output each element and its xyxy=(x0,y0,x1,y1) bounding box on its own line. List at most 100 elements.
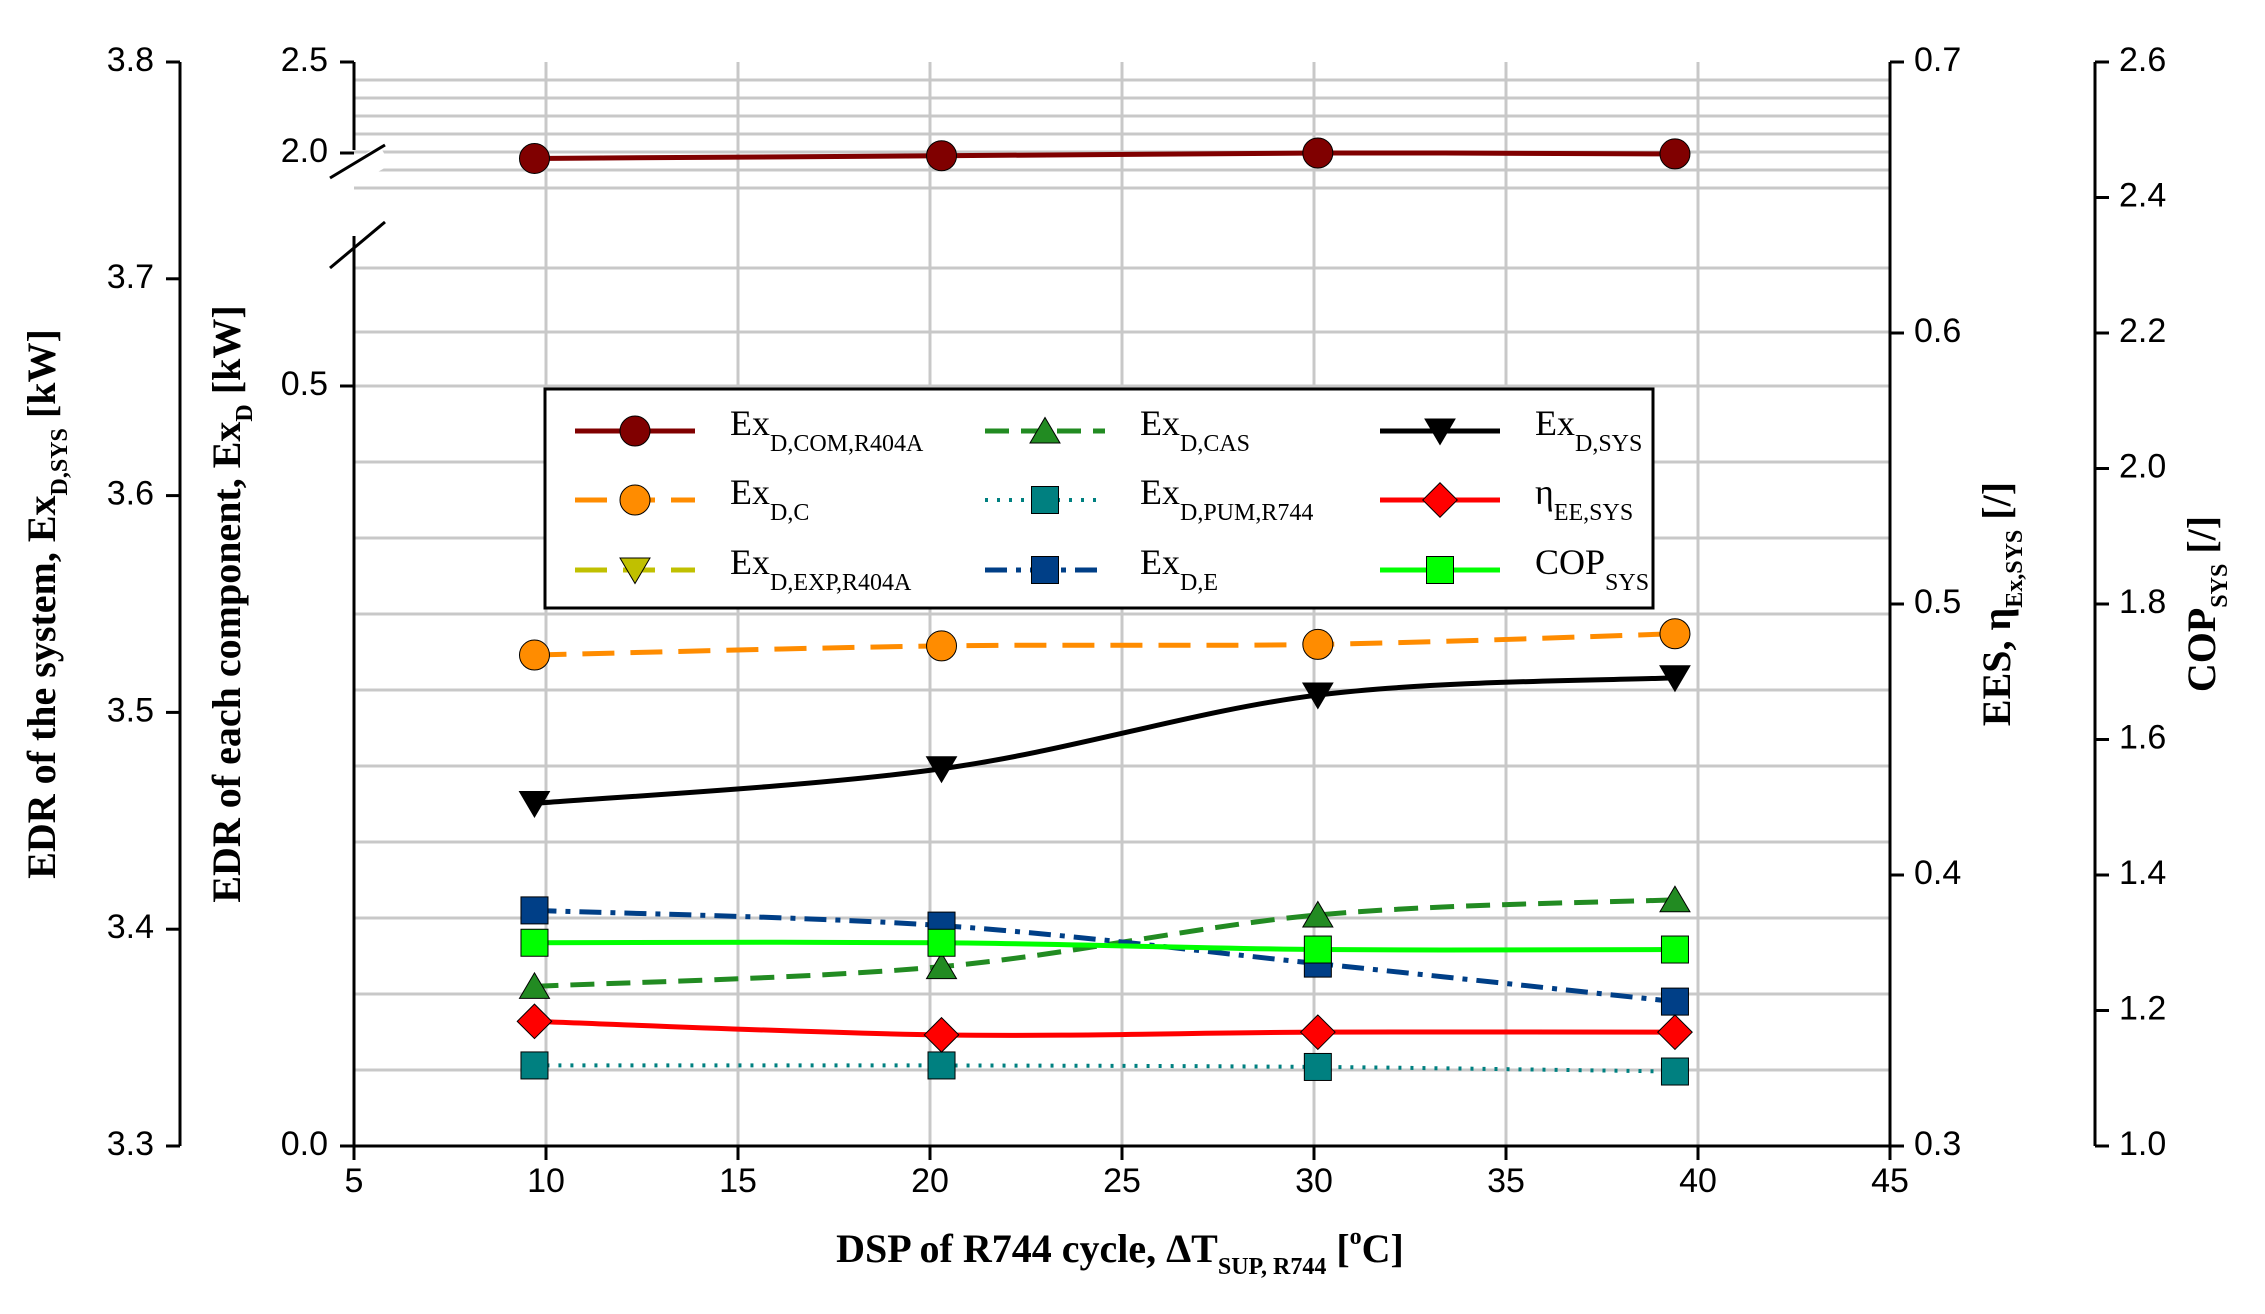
grid xyxy=(354,62,1890,1146)
tick-label: 0.6 xyxy=(1914,312,1961,350)
data-point xyxy=(518,971,551,999)
tick-label: 3.8 xyxy=(107,41,154,79)
data-point xyxy=(518,639,550,671)
tick-label: 3.5 xyxy=(107,691,154,729)
legend-label: ExD,CAS xyxy=(1140,403,1250,457)
legend-label: ExD,SYS xyxy=(1535,403,1642,457)
tick-label: 2.0 xyxy=(281,132,328,170)
legend-marker xyxy=(619,484,651,516)
data-point xyxy=(1302,628,1334,660)
x-tick-label: 25 xyxy=(1103,1162,1141,1200)
series-d-sys xyxy=(518,665,1691,818)
x-tick-label: 30 xyxy=(1295,1162,1333,1200)
data-point xyxy=(1657,1014,1693,1051)
data-point xyxy=(1303,1052,1332,1081)
series-d-com-r404a xyxy=(518,137,1691,174)
x-tick-label: 20 xyxy=(911,1162,949,1200)
tick-label: 3.4 xyxy=(107,908,154,946)
tick-label: 1.0 xyxy=(2119,1125,2166,1163)
tick-label: 3.6 xyxy=(107,475,154,513)
axes: 5 10 15 20 25 30 35 40 45 3.3 3.4 3.5 3.6 3.7 3.8 0.0 0.… xyxy=(107,41,2167,1200)
legend-marker xyxy=(1422,482,1458,518)
series-d-c xyxy=(518,618,1691,671)
x-axis-title: DSP of R744 cycle, ΔTSUP, R744 [oC] xyxy=(836,1224,1404,1280)
tick-label: 2.4 xyxy=(2119,176,2166,214)
data-point xyxy=(1303,935,1332,964)
legend-label: ExD,E xyxy=(1140,542,1218,596)
tick-label: 1.4 xyxy=(2119,854,2166,892)
data-point xyxy=(927,928,956,957)
legend-item: ExD,SYS xyxy=(1380,403,1642,457)
legend-item: ExD,PUM,R744 xyxy=(985,472,1313,526)
tick-label: 0.7 xyxy=(1914,41,1961,79)
x-tick-label: 15 xyxy=(719,1162,757,1200)
legend-item: ηEE,SYS xyxy=(1380,472,1633,526)
x-tick-label: 40 xyxy=(1679,1162,1717,1200)
y-axis-title-left-outer: EDR of the system, ExD,SYS [kW] xyxy=(19,329,73,879)
data-point xyxy=(518,142,550,174)
axis-titles: EDR of the system, ExD,SYS [kW] EDR of ea… xyxy=(19,305,2233,1280)
tick-label: 0.3 xyxy=(1914,1125,1961,1163)
series-line xyxy=(534,675,1676,806)
data-point xyxy=(1301,682,1334,710)
legend-marker xyxy=(1031,486,1059,514)
data-point xyxy=(926,140,958,172)
tick-label: 2.6 xyxy=(2119,41,2166,79)
legend-marker xyxy=(1426,556,1454,584)
legend-marker xyxy=(619,557,651,585)
series-ee-sys xyxy=(516,1003,1693,1053)
y-axis-title-right-inner: EES, ηEx,SYS [/] xyxy=(1974,482,2028,726)
data-point xyxy=(520,896,549,925)
tick-label: 2.5 xyxy=(281,41,328,79)
tick-label: 1.6 xyxy=(2119,718,2166,756)
data-point xyxy=(923,1016,960,1053)
x-tick-label: 5 xyxy=(345,1162,364,1200)
series-line xyxy=(534,1063,1675,1074)
legend-item: COPSYS xyxy=(1380,542,1649,596)
series-line xyxy=(534,939,1675,953)
legend-marker xyxy=(1029,416,1061,444)
series-group xyxy=(516,137,1693,1086)
data-point xyxy=(926,630,958,662)
axis-break-mark xyxy=(329,143,386,180)
legend-marker xyxy=(1031,556,1059,584)
tick-label: 3.7 xyxy=(107,258,154,296)
series-line xyxy=(534,907,1676,1005)
y-axis-title-left-inner: EDR of each component, ExD [kW] xyxy=(204,305,258,902)
data-point xyxy=(1660,1057,1689,1086)
series-d-pum-r744 xyxy=(520,1051,1689,1086)
legend-label: COPSYS xyxy=(1535,542,1649,596)
data-point xyxy=(1659,138,1691,170)
legend-item: ExD,E xyxy=(985,542,1218,596)
legend: ExD,COM,R404A ExD,CAS ExD,SYS ExD,C ExD,PUM,… xyxy=(543,387,1655,610)
tick-label: 2.0 xyxy=(2119,447,2166,485)
series-line xyxy=(534,631,1676,658)
data-point xyxy=(1301,900,1334,928)
legend-label: ExD,C xyxy=(730,472,809,526)
legend-item: ExD,CAS xyxy=(985,403,1250,457)
data-point xyxy=(1659,665,1691,693)
series-line xyxy=(534,150,1675,161)
data-point xyxy=(925,756,958,784)
x-tick-label: 10 xyxy=(527,1162,565,1200)
data-point xyxy=(520,928,549,957)
legend-item: ExD,EXP,R404A xyxy=(575,542,912,596)
legend-label: ExD,PUM,R744 xyxy=(1140,472,1313,526)
data-point xyxy=(925,952,958,980)
data-point xyxy=(1659,885,1691,913)
legend-marker xyxy=(1424,418,1456,446)
y-axis-title-right-outer: COPSYS [/] xyxy=(2179,516,2233,692)
data-point xyxy=(1660,987,1689,1016)
legend-label: ExD,COM,R404A xyxy=(730,403,924,457)
legend-label: ExD,EXP,R404A xyxy=(730,542,912,596)
tick-label: 3.3 xyxy=(107,1125,154,1163)
tick-label: 0.4 xyxy=(1914,854,1961,892)
data-point xyxy=(518,790,551,818)
x-tick-label: 35 xyxy=(1487,1162,1525,1200)
axis-break-mark xyxy=(329,220,386,270)
data-point xyxy=(516,1003,553,1040)
tick-label: 0.0 xyxy=(281,1125,328,1163)
axis-break-gap xyxy=(319,145,391,200)
data-point xyxy=(1660,935,1689,964)
